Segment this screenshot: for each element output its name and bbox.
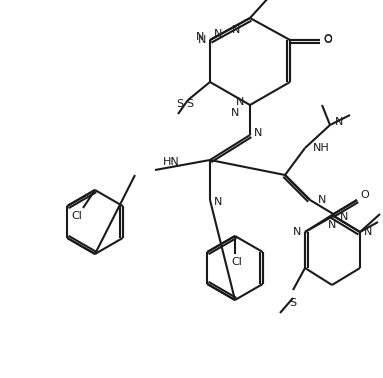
Text: N: N bbox=[318, 195, 326, 205]
Text: Cl: Cl bbox=[72, 211, 82, 221]
Text: O: O bbox=[361, 190, 369, 200]
Text: N: N bbox=[364, 227, 372, 237]
Text: S: S bbox=[187, 99, 193, 109]
Text: O: O bbox=[324, 34, 332, 44]
Text: N: N bbox=[340, 212, 349, 222]
Text: N: N bbox=[254, 128, 262, 138]
Text: N: N bbox=[196, 32, 204, 42]
Text: N: N bbox=[214, 197, 222, 207]
Text: N: N bbox=[328, 220, 336, 230]
Text: N: N bbox=[335, 117, 344, 127]
Text: S: S bbox=[177, 99, 183, 109]
Text: N: N bbox=[231, 108, 239, 118]
Text: N: N bbox=[214, 29, 222, 39]
Text: N: N bbox=[236, 97, 244, 107]
Text: N: N bbox=[232, 25, 240, 35]
Text: S: S bbox=[290, 298, 296, 308]
Text: Cl: Cl bbox=[232, 257, 242, 267]
Text: HN: HN bbox=[163, 157, 180, 167]
Text: N: N bbox=[198, 35, 206, 45]
Text: N: N bbox=[293, 227, 301, 237]
Text: NH: NH bbox=[313, 143, 330, 153]
Text: O: O bbox=[324, 35, 332, 45]
